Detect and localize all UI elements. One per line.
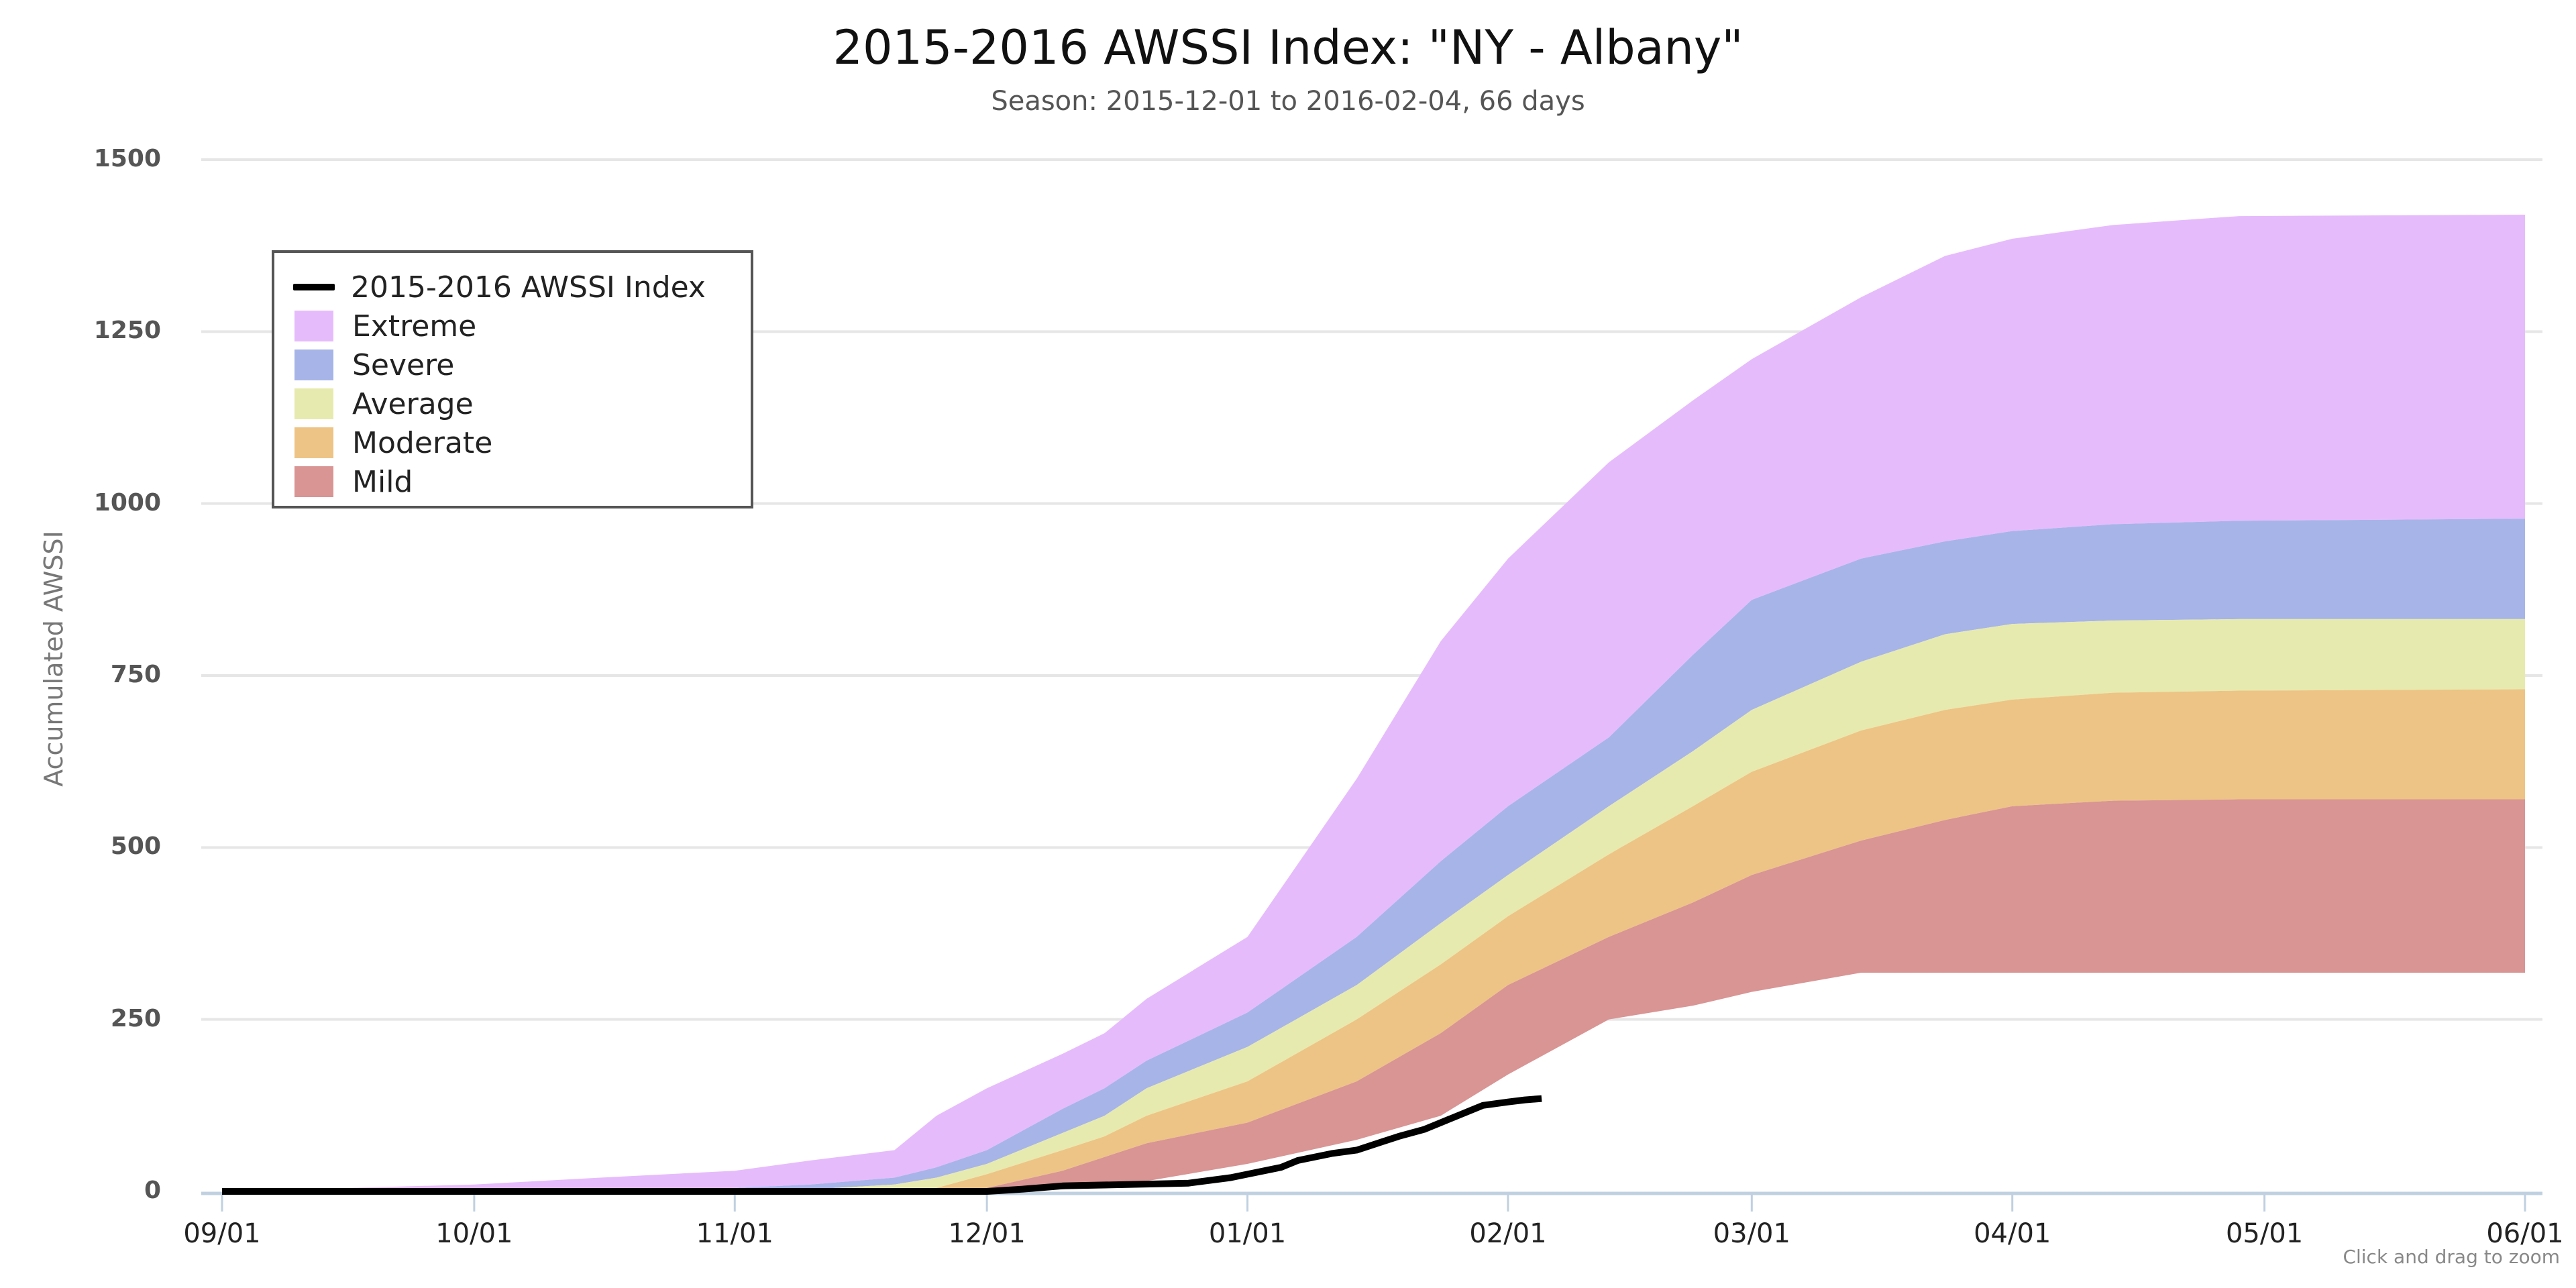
x-tick-label: 01/01 [1208, 1218, 1287, 1249]
x-tick-label: 04/01 [1974, 1218, 2051, 1249]
legend-item-index[interactable]: 2015-2016 AWSSI Index [274, 268, 751, 307]
average-band [222, 619, 2525, 1191]
extreme-band [222, 215, 2525, 1192]
legend-item-moderate[interactable]: Moderate [274, 423, 751, 462]
legend-label: Severe [352, 347, 455, 382]
color-swatch-icon [294, 388, 333, 419]
x-tick-label: 10/01 [435, 1218, 513, 1249]
y-tick-label: 250 [110, 1004, 161, 1032]
color-swatch-icon [294, 311, 333, 341]
x-tick-label: 12/01 [948, 1218, 1026, 1249]
x-tick-label: 11/01 [696, 1218, 773, 1249]
x-tick-label: 02/01 [1469, 1218, 1547, 1249]
y-axis-title: Accumulated AWSSI [39, 531, 68, 787]
legend-item-extreme[interactable]: Extreme [274, 307, 751, 345]
color-swatch-icon [294, 350, 333, 380]
color-swatch-icon [294, 427, 333, 458]
chart-title: 2015-2016 AWSSI Index: "NY - Albany" [833, 20, 1743, 75]
legend-item-severe[interactable]: Severe [274, 345, 751, 384]
legend-item-average[interactable]: Average [274, 384, 751, 423]
awssi-index-line [222, 1095, 1542, 1195]
moderate-band [222, 689, 2525, 1191]
legend-label: Moderate [352, 425, 493, 460]
y-tick-label: 1250 [93, 317, 161, 345]
x-tick-label: 09/01 [183, 1218, 261, 1249]
y-tick-label: 1000 [93, 488, 161, 517]
legend-label: Mild [352, 464, 413, 499]
color-swatch-icon [294, 466, 333, 497]
legend-item-mild[interactable]: Mild [274, 462, 751, 501]
severe-band [222, 519, 2525, 1191]
x-axis [201, 1191, 2542, 1212]
legend-label: Average [352, 386, 474, 421]
x-tick-label: 06/01 [2486, 1218, 2564, 1249]
mild-band [222, 799, 2525, 1191]
y-tick-label: 0 [144, 1177, 161, 1204]
line-swatch-icon [293, 284, 335, 290]
chart-subtitle: Season: 2015-12-01 to 2016-02-04, 66 day… [991, 86, 1585, 117]
x-tick-label: 05/01 [2225, 1218, 2304, 1249]
x-tick-label: 03/01 [1713, 1218, 1790, 1249]
band-areas [222, 215, 2525, 1192]
y-tick-label: 1500 [93, 145, 161, 172]
legend-label: 2015-2016 AWSSI Index [351, 270, 706, 305]
y-tick-label: 750 [110, 661, 161, 688]
zoom-hint: Click and drag to zoom [2343, 1246, 2560, 1268]
legend: 2015-2016 AWSSI Index Extreme Severe Ave… [272, 250, 753, 508]
y-tick-label: 500 [110, 833, 161, 861]
legend-label: Extreme [352, 309, 477, 343]
